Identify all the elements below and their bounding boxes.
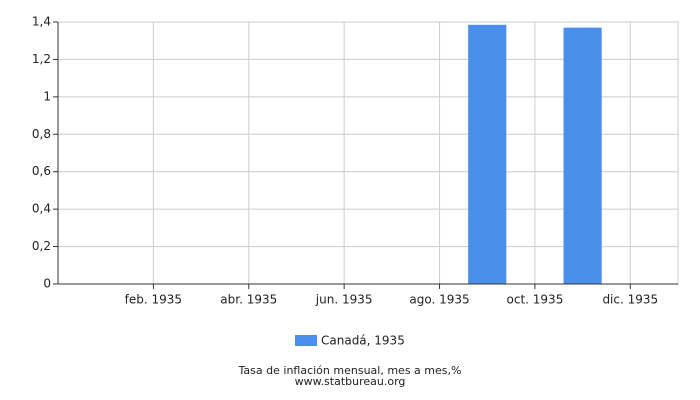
legend-swatch [295,335,317,346]
y-tick-label: 0,4 [32,202,51,216]
y-tick-label: 0,6 [32,164,51,178]
y-tick-label: 0,8 [32,127,51,141]
y-tick-label: 0,2 [32,239,51,253]
footer-subtitle: Tasa de inflación mensual, mes a mes,% [238,364,462,377]
legend-label: Canadá, 1935 [321,334,405,348]
x-tick-label: oct. 1935 [507,293,564,307]
y-tick-label: 1,4 [32,15,51,29]
y-tick-label: 1 [43,89,51,103]
x-tick-label: abr. 1935 [220,293,277,307]
x-tick-label: ago. 1935 [409,293,469,307]
x-tick-label: dic. 1935 [602,293,658,307]
bar [468,24,507,285]
y-tick-label: 1,2 [32,52,51,66]
bar [563,27,602,284]
x-tick-label: jun. 1935 [315,293,373,307]
y-tick-label: 0 [43,277,51,291]
footer-source: www.statbureau.org [295,375,406,388]
x-tick-label: feb. 1935 [125,293,182,307]
